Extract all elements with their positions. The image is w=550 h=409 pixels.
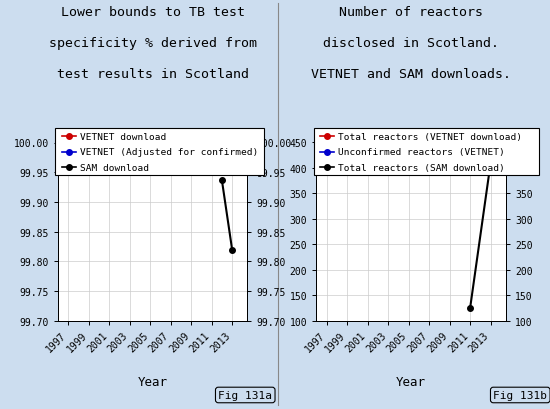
Text: Total reactors (SAM download): Total reactors (SAM download) [338,164,505,173]
Text: VETNET (Adjusted for confirmed): VETNET (Adjusted for confirmed) [80,148,258,157]
Text: Fig 131b: Fig 131b [493,390,547,400]
Text: SAM download: SAM download [80,164,148,173]
Text: Number of reactors: Number of reactors [339,6,483,19]
Text: Total reactors (VETNET download): Total reactors (VETNET download) [338,132,522,141]
Text: Year: Year [396,375,426,388]
Text: VETNET download: VETNET download [80,132,166,141]
Text: Unconfirmed reactors (VETNET): Unconfirmed reactors (VETNET) [338,148,505,157]
Text: disclosed in Scotland.: disclosed in Scotland. [323,37,499,50]
Text: specificity % derived from: specificity % derived from [48,37,257,50]
Text: Fig 131a: Fig 131a [218,390,272,400]
Text: Year: Year [138,375,168,388]
Text: test results in Scotland: test results in Scotland [57,67,249,81]
Text: Lower bounds to TB test: Lower bounds to TB test [60,6,245,19]
Text: VETNET and SAM downloads.: VETNET and SAM downloads. [311,67,511,81]
